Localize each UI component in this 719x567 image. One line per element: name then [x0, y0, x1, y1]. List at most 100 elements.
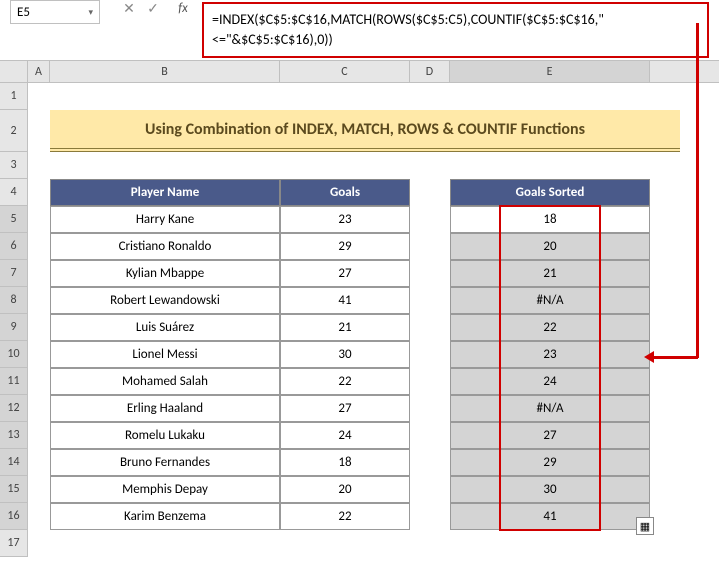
table-cell-goals: 20: [280, 476, 410, 503]
table-cell-goals: 41: [280, 287, 410, 314]
table-cell: [450, 368, 500, 395]
arrow-horizontal: [652, 356, 698, 359]
table-cell-sorted: 20: [500, 233, 600, 260]
table-cell: [450, 233, 500, 260]
table-cell-name: Karim Benzema: [50, 503, 280, 530]
row-header[interactable]: 15: [0, 476, 28, 503]
col-header-a[interactable]: A: [28, 61, 50, 82]
col-header-d[interactable]: D: [410, 61, 450, 82]
accept-icon[interactable]: ✓: [144, 0, 162, 17]
table-cell-goals: 22: [280, 503, 410, 530]
table-cell-sorted: 27: [500, 422, 600, 449]
table-cell: [600, 206, 650, 233]
table-cell-name: Romelu Lukaku: [50, 422, 280, 449]
table-cell: [450, 449, 500, 476]
fx-icon[interactable]: fx: [174, 1, 192, 16]
table-cell: [600, 233, 650, 260]
row-header[interactable]: 5: [0, 206, 28, 233]
header-goals: Goals: [280, 179, 410, 206]
table-cell-name: Luis Suárez: [50, 314, 280, 341]
table-cell: [450, 476, 500, 503]
row-header[interactable]: 6: [0, 233, 28, 260]
table-cell: [450, 260, 500, 287]
table-cell-name: Robert Lewandowski: [50, 287, 280, 314]
formula-bar[interactable]: =INDEX($C$5:$C$16,MATCH(ROWS($C$5:C5),CO…: [202, 2, 709, 58]
table-cell-sorted: 29: [500, 449, 600, 476]
table-cell: [600, 341, 650, 368]
formula-toolbar: ✕ ✓ fx: [120, 0, 198, 17]
title-cell: Using Combination of INDEX, MATCH, ROWS …: [50, 110, 680, 152]
header-sorted: Goals Sorted: [450, 179, 650, 206]
table-cell-goals: 21: [280, 314, 410, 341]
table-cell-sorted: 23: [500, 341, 600, 368]
table-cell-sorted: 21: [500, 260, 600, 287]
table-cell-name: Bruno Fernandes: [50, 449, 280, 476]
table-cell-sorted: #N/A: [500, 287, 600, 314]
table-cell: [450, 395, 500, 422]
name-box[interactable]: E5 ▾: [10, 0, 100, 24]
table-cell-goals: 18: [280, 449, 410, 476]
table-cell-name: Erling Haaland: [50, 395, 280, 422]
row-header[interactable]: 13: [0, 422, 28, 449]
row-header[interactable]: 16: [0, 503, 28, 530]
header-player: Player Name: [50, 179, 280, 206]
row-headers: 1 2 3 4 5 6 7 8 9 10 11 12 13 14 15 16 1…: [0, 83, 28, 557]
table-cell: [600, 449, 650, 476]
row-header[interactable]: 14: [0, 449, 28, 476]
table-cell: [450, 503, 500, 530]
grid[interactable]: Using Combination of INDEX, MATCH, ROWS …: [28, 83, 719, 557]
table-cell-goals: 27: [280, 260, 410, 287]
table-cell-name: Mohamed Salah: [50, 368, 280, 395]
table-cell-goals: 29: [280, 233, 410, 260]
row-header[interactable]: 12: [0, 395, 28, 422]
row-header[interactable]: 2: [0, 110, 28, 152]
table-cell-sorted: 24: [500, 368, 600, 395]
row-header[interactable]: 4: [0, 179, 28, 206]
table-cell: [600, 260, 650, 287]
table-cell: [450, 341, 500, 368]
table-cell: [600, 368, 650, 395]
name-box-value: E5: [17, 5, 30, 20]
col-header-b[interactable]: B: [50, 61, 280, 82]
row-header[interactable]: 1: [0, 83, 28, 110]
table-cell-sorted: 41: [500, 503, 600, 530]
autofill-options-icon[interactable]: ▦: [636, 517, 654, 535]
table-cell: [600, 422, 650, 449]
table-cell: [600, 395, 650, 422]
table-cell-goals: 27: [280, 395, 410, 422]
table-cell-name: Memphis Depay: [50, 476, 280, 503]
table-cell: [450, 206, 500, 233]
row-header[interactable]: 3: [0, 152, 28, 179]
table-cell-goals: 22: [280, 368, 410, 395]
row-header[interactable]: 17: [0, 530, 28, 557]
table-cell: [450, 314, 500, 341]
cancel-icon[interactable]: ✕: [120, 0, 138, 17]
table-cell: [600, 287, 650, 314]
table-cell-sorted: 18: [500, 206, 600, 233]
table-cell-goals: 23: [280, 206, 410, 233]
table-cell-goals: 30: [280, 341, 410, 368]
table-cell: [600, 314, 650, 341]
table-cell-sorted: #N/A: [500, 395, 600, 422]
column-headers: A B C D E: [0, 61, 719, 83]
formula-text: =INDEX($C$5:$C$16,MATCH(ROWS($C$5:C5),CO…: [212, 10, 699, 49]
arrow-head-icon: [644, 351, 654, 363]
table-cell-name: Cristiano Ronaldo: [50, 233, 280, 260]
table-cell-name: Harry Kane: [50, 206, 280, 233]
select-all-corner[interactable]: [0, 61, 28, 82]
col-header-c[interactable]: C: [280, 61, 410, 82]
table-cell: [450, 422, 500, 449]
row-header[interactable]: 9: [0, 314, 28, 341]
row-header[interactable]: 7: [0, 260, 28, 287]
row-header[interactable]: 8: [0, 287, 28, 314]
table-cell-sorted: 22: [500, 314, 600, 341]
col-header-e[interactable]: E: [450, 61, 650, 82]
table-cell-name: Lionel Messi: [50, 341, 280, 368]
table-cell-goals: 24: [280, 422, 410, 449]
chevron-down-icon[interactable]: ▾: [88, 7, 93, 18]
table-cell-sorted: 30: [500, 476, 600, 503]
table-cell-name: Kylian Mbappe: [50, 260, 280, 287]
row-header[interactable]: 11: [0, 368, 28, 395]
row-header[interactable]: 10: [0, 341, 28, 368]
table-cell: [600, 476, 650, 503]
